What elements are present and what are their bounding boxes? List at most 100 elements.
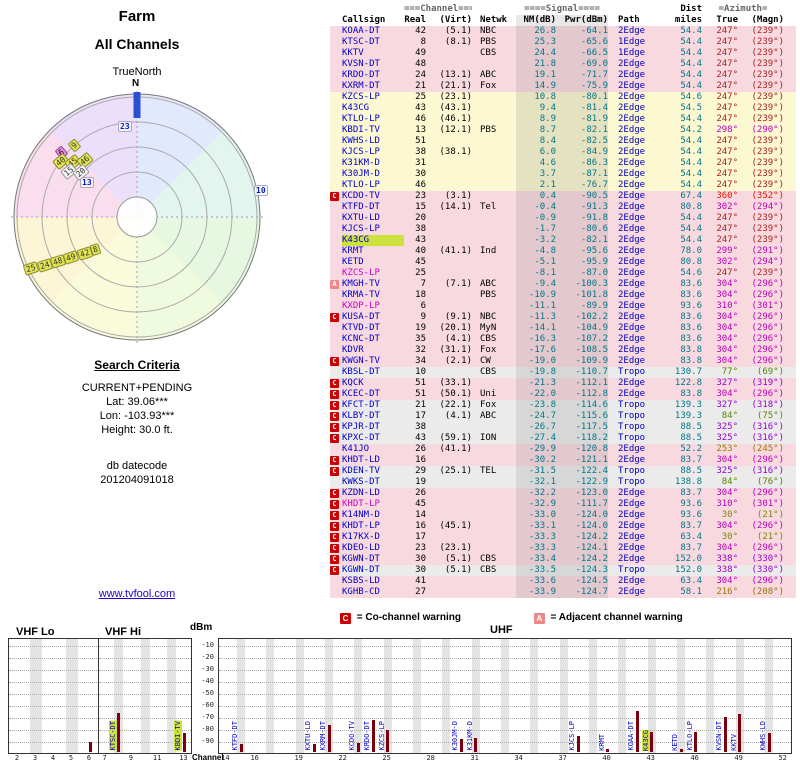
channel-tick: 6	[86, 754, 92, 762]
dbm-tick: -10	[201, 641, 214, 649]
callsign-link[interactable]: K30JM-D	[342, 169, 380, 179]
table-row: KRMA-TV 18 PBS -10.9 -101.8 2Edge 83.6 304° (296…	[330, 290, 796, 301]
callsign-link[interactable]: KSBS-LD	[342, 576, 380, 586]
azimuth-true-value: 304°	[716, 543, 738, 553]
azimuth-true-value: 247°	[716, 92, 738, 102]
callsign-link[interactable]: KXDP-LP	[342, 301, 380, 311]
path-value: 2Edge	[618, 499, 646, 509]
callsign-link[interactable]: K43CG	[342, 235, 404, 246]
callsign-link[interactable]: KRMT	[342, 246, 364, 256]
distance-value: 80.8	[680, 202, 702, 212]
path-value: 2Edge	[618, 103, 646, 113]
path-value: Tropo	[618, 422, 646, 432]
network-value: ABC	[480, 411, 497, 421]
azimuth-magnetic-value: (301°)	[751, 301, 784, 311]
callsign-link[interactable]: KMGH-TV	[342, 279, 380, 289]
callsign-link[interactable]: KFCT-DT	[342, 400, 380, 410]
path-value: 2Edge	[618, 224, 646, 234]
callsign-link[interactable]: KBDI-TV	[342, 125, 380, 135]
power-value: -82.5	[556, 136, 608, 147]
virtual-channel-value: (46.1)	[439, 114, 472, 124]
callsign-link[interactable]: KJCS-LP	[342, 147, 380, 157]
callsign-link[interactable]: KTLO-LP	[342, 114, 380, 124]
network-value: PBS	[480, 290, 497, 300]
callsign-link[interactable]: KGWN-DT	[342, 565, 380, 575]
adjacent-channel-legend-label: = Adjacent channel warning	[550, 612, 683, 623]
azimuth-magnetic-value: (69°)	[756, 367, 784, 377]
channel-tick: 49	[734, 754, 743, 762]
callsign-link[interactable]: KDVR	[342, 345, 364, 355]
callsign-link[interactable]: K41JO	[342, 444, 370, 454]
virtual-channel-value	[426, 290, 472, 301]
table-row: KZCS-LP 25 -8.1 -87.0 2Edge 54.6 247° (239°)	[330, 268, 796, 279]
callsign-link[interactable]: KCEC-DT	[342, 389, 380, 399]
callsign-link[interactable]: KVSN-DT	[342, 59, 380, 69]
tvfool-link[interactable]: www.tvfool.com	[98, 588, 176, 600]
callsign-link[interactable]: KETD	[342, 257, 364, 267]
real-channel-value: 40	[415, 246, 426, 256]
power-value: -124.3	[556, 565, 608, 576]
callsign-link[interactable]: K17KX-D	[342, 532, 380, 542]
callsign-link[interactable]: KXRM-DT	[342, 81, 380, 91]
distance-value: 83.7	[680, 543, 702, 553]
callsign-link[interactable]: KZCS-LP	[342, 268, 380, 278]
azimuth-magnetic-value: (296°)	[751, 521, 784, 531]
callsign-link[interactable]: KQCK	[342, 378, 364, 388]
warning-marker-cell	[330, 48, 342, 59]
callsign-link[interactable]: KKTV	[342, 48, 364, 58]
noise-margin-value: 8.7	[516, 125, 556, 136]
noise-margin-value: -33.1	[516, 521, 556, 532]
callsign-link[interactable]: KLBY-DT	[342, 411, 380, 421]
callsign-link[interactable]: KJCS-LP	[342, 224, 380, 234]
channel-tick: 5	[68, 754, 74, 762]
real-channel-value: 43	[415, 433, 426, 443]
uhf-label: UHF	[490, 624, 513, 636]
callsign-link[interactable]: KBSL-DT	[342, 367, 380, 377]
callsign-link[interactable]: KCNC-DT	[342, 334, 380, 344]
callsign-link[interactable]: KDEN-TV	[342, 466, 380, 476]
dbm-gridline	[9, 646, 99, 647]
callsign-link[interactable]: KTLO-LP	[342, 180, 380, 190]
callsign-link[interactable]: KWHS-LD	[342, 136, 380, 146]
callsign-link[interactable]: KTVD-DT	[342, 323, 380, 333]
real-channel-value: 51	[415, 378, 426, 388]
callsign-link[interactable]: KZCS-LP	[342, 92, 380, 102]
callsign-link[interactable]: KPJR-DT	[342, 422, 380, 432]
callsign-link[interactable]: KTSC-DT	[342, 37, 380, 47]
callsign-link[interactable]: KWGN-TV	[342, 356, 380, 366]
power-value: -65.6	[556, 37, 608, 48]
callsign-link[interactable]: KDEO-LD	[342, 543, 380, 553]
criteria-lat: Lat: 39.06***	[106, 396, 168, 408]
callsign-link[interactable]: K43CG	[342, 103, 370, 113]
azimuth-true-value: 327°	[716, 378, 738, 388]
callsign-link[interactable]: KTFD-DT	[342, 202, 380, 212]
callsign-link[interactable]: KPXC-DT	[342, 433, 380, 443]
spectrum-bar-ch23	[356, 742, 360, 752]
channel-stripe	[166, 639, 176, 753]
azimuth-magnetic-value: (296°)	[751, 576, 784, 586]
callsign-link[interactable]: KWKS-DT	[342, 477, 380, 487]
azimuth-magnetic-value: (239°)	[751, 235, 784, 245]
callsign-link[interactable]: KRMA-TV	[342, 290, 380, 300]
virtual-channel-value	[426, 499, 472, 510]
azimuth-magnetic-value: (330°)	[751, 565, 784, 575]
path-value: 2Edge	[618, 26, 646, 36]
callsign-link[interactable]: KXTU-LD	[342, 213, 380, 223]
callsign-link[interactable]: KRDO-DT	[342, 70, 380, 80]
callsign-link[interactable]: KHDT-LP	[342, 499, 380, 509]
distance-value: 83.7	[680, 455, 702, 465]
path-value: 2Edge	[618, 455, 646, 465]
callsign-link[interactable]: K31KM-D	[342, 158, 380, 168]
azimuth-magnetic-value: (316°)	[751, 466, 784, 476]
callsign-link[interactable]: KZDN-LD	[342, 488, 380, 498]
dbm-gridline	[9, 742, 99, 743]
callsign-link[interactable]: KHDT-LP	[342, 521, 380, 531]
callsign-link[interactable]: KCDO-TV	[342, 191, 380, 201]
callsign-link[interactable]: KHDT-LD	[342, 455, 380, 465]
callsign-link[interactable]: KGHB-CD	[342, 587, 380, 597]
callsign-link[interactable]: KOAA-DT	[342, 26, 380, 36]
callsign-link[interactable]: KGWN-DT	[342, 554, 380, 564]
path-value: 2Edge	[618, 81, 646, 91]
callsign-link[interactable]: K14NM-D	[342, 510, 380, 520]
callsign-link[interactable]: KUSA-DT	[342, 312, 380, 322]
